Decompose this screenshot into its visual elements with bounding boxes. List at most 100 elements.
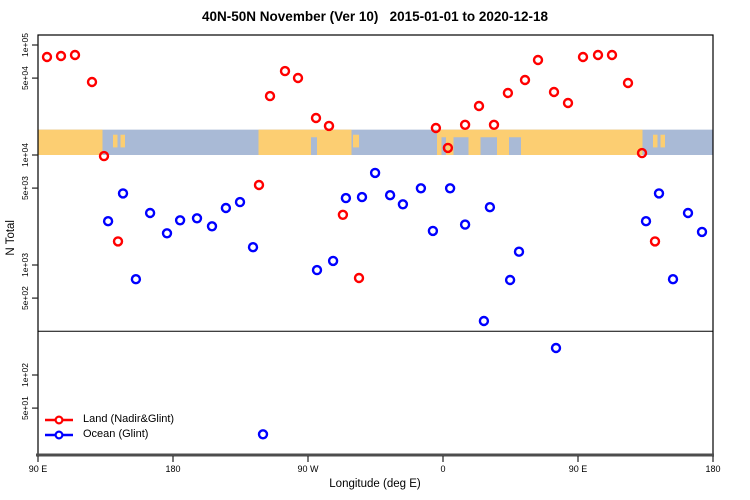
chart-title: 40N-50N November (Ver 10) 2015-01-01 to … [202,9,548,24]
data-point-ocean [340,192,352,204]
data-point-land [292,72,304,84]
data-point-land [636,147,648,159]
data-point-land [112,236,124,247]
data-point-land [55,50,67,62]
data-point-land [353,272,365,284]
map-band-sea-patch [480,137,497,155]
data-point-land [622,77,634,89]
data-point-ocean [191,213,203,224]
y-tick-label: 5e+03 [20,176,30,200]
data-point-ocean [161,228,173,239]
data-point-ocean [444,183,456,194]
x-tick-label: 0 [440,464,445,474]
data-point-land [577,51,589,63]
y-tick-label: 5e+04 [20,66,30,90]
legend-item-land: Land (Nadir&Glint) [44,412,174,427]
data-point-land [532,54,544,66]
data-point-ocean [640,215,652,227]
map-band-island [113,134,118,148]
map-band-sea-patch [509,137,521,155]
data-point-land [41,51,53,63]
data-point-ocean [327,255,339,267]
data-point-ocean [174,215,186,226]
data-point-land [430,122,442,134]
data-point-ocean [682,207,694,219]
data-point-land [502,87,514,99]
data-point-ocean [130,274,142,285]
data-point-ocean [144,207,156,219]
y-tick-label: 1e+05 [20,33,30,57]
data-point-ocean [206,221,218,232]
x-tick-label: 90 W [297,464,319,474]
plot-border [37,34,714,456]
data-point-land [459,119,471,131]
legend-symbol-land-icon [45,414,73,425]
legend-symbol-ocean-icon [45,429,73,440]
data-point-ocean [504,274,516,286]
data-point-land [442,142,454,154]
data-point-land [310,112,322,124]
legend-item-ocean: Ocean (Glint) [44,427,174,442]
data-point-land [323,120,335,132]
x-axis-title: Longitude (deg E) [329,478,421,490]
data-point-ocean [220,202,232,214]
data-point-land [649,236,661,247]
map-band-island [660,134,665,148]
data-point-ocean [234,196,246,208]
data-point-ocean [247,241,259,253]
data-point-land [606,49,618,61]
map-band-land [437,129,643,155]
data-point-ocean [257,429,269,440]
map-band-island [120,134,125,148]
map-band-land [38,129,103,155]
data-point-ocean [459,219,471,230]
y-tick-label: 5e+01 [20,396,30,420]
data-point-land [473,100,485,112]
x-tick-label: 90 E [29,464,48,474]
data-point-ocean [653,188,665,199]
data-point-land [337,209,349,221]
data-point-land [592,49,604,61]
data-point-land [279,65,291,77]
data-point-land [98,150,110,162]
y-tick-label: 1e+03 [20,253,30,277]
data-point-ocean [415,183,427,194]
data-point-land [488,119,500,131]
map-band-sea-patch [311,137,317,155]
x-tick-label: 180 [705,464,720,474]
map-band-island [653,134,658,148]
data-point-land [86,76,98,88]
data-point-ocean [397,199,409,210]
data-point-ocean [311,264,323,276]
data-point-land [519,74,531,86]
data-point-ocean [550,342,562,354]
map-band-land [258,129,352,155]
data-point-land [69,49,81,61]
map-band-island [353,134,359,148]
data-point-ocean [478,315,490,327]
data-point-land [264,90,276,102]
legend: Land (Nadir&Glint) Ocean (Glint) [44,412,174,442]
x-tick-label: 180 [165,464,180,474]
data-point-ocean [102,215,114,227]
legend-label-ocean: Ocean (Glint) [83,428,149,440]
data-point-ocean [513,246,525,257]
legend-label-land: Land (Nadir&Glint) [83,413,175,425]
y-tick-label: 5e+02 [20,286,30,310]
data-point-land [548,86,560,98]
data-point-ocean [667,274,679,285]
map-band-sea-patch [453,137,469,155]
data-point-land [562,97,574,109]
data-point-ocean [384,189,396,201]
data-point-ocean [696,226,708,238]
x-tick-label: 90 E [569,464,588,474]
y-tick-label: 1e+04 [20,143,30,167]
data-point-land [253,179,265,191]
data-point-ocean [369,167,381,179]
data-point-ocean [484,201,496,213]
data-point-ocean [117,188,129,199]
data-point-ocean [427,225,439,237]
y-axis-title: N Total [5,220,17,256]
